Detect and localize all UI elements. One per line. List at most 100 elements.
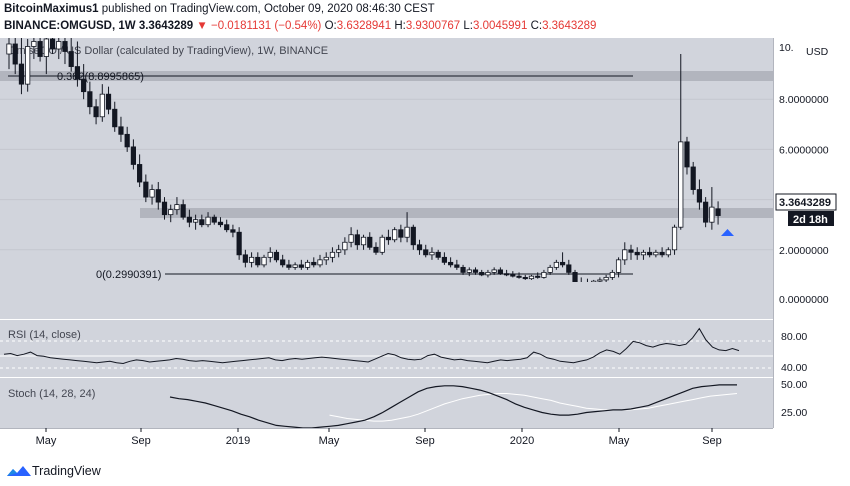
price-unit-label: USD xyxy=(806,46,829,58)
candle xyxy=(410,226,416,246)
candle xyxy=(130,146,136,165)
candle xyxy=(248,256,255,263)
blue-up-triangle-marker xyxy=(721,229,734,236)
time-tick-label: May xyxy=(609,435,630,447)
time-tick-label: Sep xyxy=(131,435,151,447)
candlestick-chart[interactable]: OmiseGO / US Dollar (calculated by Tradi… xyxy=(0,38,850,456)
time-tick-label: May xyxy=(319,435,340,447)
candle xyxy=(472,269,479,273)
candle xyxy=(448,261,454,266)
candle xyxy=(68,51,74,67)
candle xyxy=(709,206,715,223)
candle xyxy=(597,279,603,282)
candle xyxy=(640,251,647,256)
price-tick-label: 6.0000000 xyxy=(779,144,829,156)
time-axis[interactable] xyxy=(0,428,773,456)
stoch-d-line xyxy=(329,393,738,422)
stoch-tick-25: 25.00 xyxy=(781,407,807,419)
candle xyxy=(292,264,298,268)
candle xyxy=(429,251,435,256)
candle xyxy=(74,66,81,80)
candle xyxy=(653,251,659,256)
candle xyxy=(404,226,410,238)
candle xyxy=(261,256,267,266)
author-name[interactable]: BitcoinMaximus1 xyxy=(4,3,99,15)
candle xyxy=(392,229,398,241)
candle xyxy=(715,208,721,216)
candle xyxy=(317,259,323,266)
open-label: O: xyxy=(324,20,337,32)
candle xyxy=(460,266,466,273)
ohlc-line: BINANCE:OMGUSD, 1W 3.3643289 ▼ −0.018113… xyxy=(4,20,596,32)
candle xyxy=(37,41,43,57)
candle xyxy=(18,63,25,85)
candle xyxy=(99,93,105,118)
price-grid xyxy=(0,98,773,251)
candle xyxy=(180,204,186,218)
candle xyxy=(547,266,553,273)
candle xyxy=(416,244,423,251)
candle xyxy=(137,164,143,183)
candle xyxy=(684,141,690,168)
rsi-label: RSI (14, close) xyxy=(8,329,81,341)
candle xyxy=(25,46,31,85)
candle xyxy=(367,236,373,248)
fib-top-label: 0.382(8.8995865) xyxy=(57,71,144,83)
candle xyxy=(535,275,541,278)
candle xyxy=(485,271,491,276)
candle xyxy=(62,41,68,52)
candle xyxy=(497,269,503,275)
symbol-label: BINANCE:OMGUSD, 1W xyxy=(4,20,136,32)
candle xyxy=(373,246,379,253)
candle xyxy=(665,249,671,256)
candle xyxy=(242,254,248,263)
candle xyxy=(522,277,528,280)
stoch-pane xyxy=(0,378,773,428)
last-price-box xyxy=(775,193,837,211)
tradingview-logo-icon[interactable] xyxy=(6,463,32,479)
candle xyxy=(528,275,535,280)
candle xyxy=(230,229,236,233)
countdown-label: 2d 18h xyxy=(793,214,828,226)
candle xyxy=(615,259,622,273)
candle xyxy=(192,219,199,223)
candle xyxy=(81,78,87,93)
candle xyxy=(622,249,628,261)
candle xyxy=(516,275,522,278)
price-tick-label: 0.0000000 xyxy=(779,294,829,306)
open-value: 3.6328941 xyxy=(336,20,392,32)
support-zone xyxy=(140,208,773,218)
price-tick-label: 10. xyxy=(779,42,794,54)
price-tick-labels: 10.8.00000006.00000004.00000002.00000000… xyxy=(779,42,829,306)
candle xyxy=(205,216,211,226)
last-price: 3.3643289 xyxy=(138,20,194,32)
low-value: 3.0045991 xyxy=(472,20,528,32)
fib-bottom-label: 0(0.2990391) xyxy=(96,269,161,281)
candle xyxy=(155,189,161,203)
rsi-tick-40: 40.00 xyxy=(781,362,807,374)
candle xyxy=(49,38,56,50)
candle xyxy=(398,229,404,238)
candle xyxy=(628,249,634,253)
candle xyxy=(31,41,37,47)
candle xyxy=(174,204,180,211)
candles-group xyxy=(6,38,721,286)
rsi-line xyxy=(3,327,740,365)
candle xyxy=(56,41,62,50)
time-tick-label: Sep xyxy=(702,435,722,447)
candle xyxy=(703,201,709,223)
candle xyxy=(12,43,18,65)
last-price-axis-label: 3.3643289 xyxy=(779,197,831,209)
candle xyxy=(43,38,49,57)
time-tick-label: May xyxy=(36,435,57,447)
high-label: H: xyxy=(394,20,406,32)
candle xyxy=(559,261,566,266)
tradingview-brand[interactable]: TradingView xyxy=(32,464,101,478)
candle xyxy=(553,261,559,268)
candle xyxy=(186,216,192,223)
rsi-tick-80: 80.00 xyxy=(781,331,807,343)
stoch-label: Stoch (14, 28, 24) xyxy=(8,388,95,400)
candle xyxy=(267,251,273,258)
candle xyxy=(323,256,329,261)
price-scale[interactable] xyxy=(773,38,850,428)
